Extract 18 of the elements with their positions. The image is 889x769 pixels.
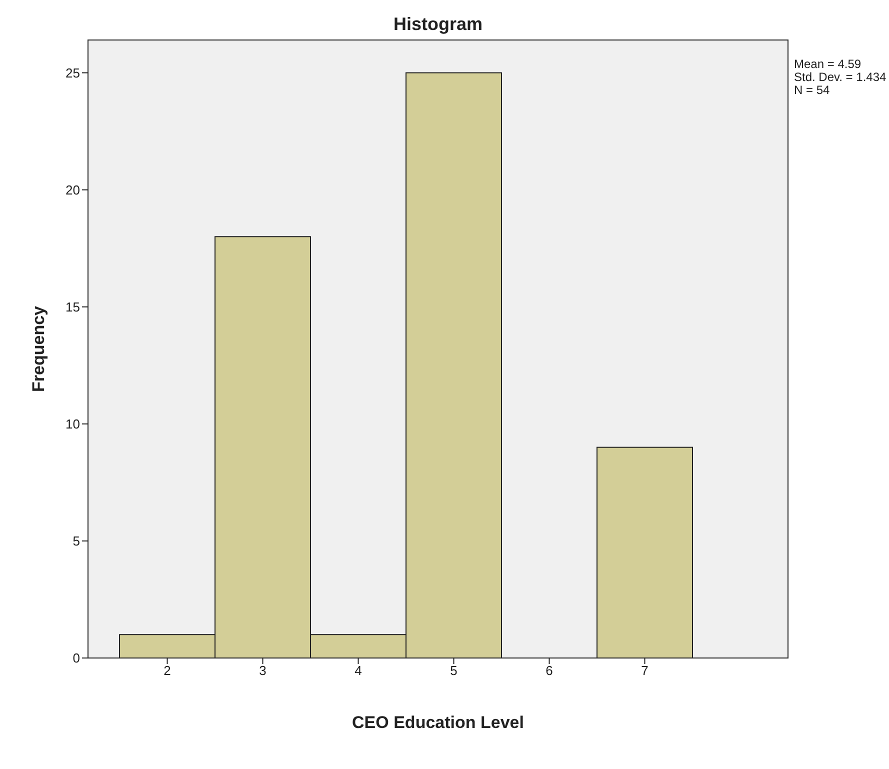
y-tick-label: 25 [66,65,80,80]
x-tick-label: 7 [641,663,648,678]
x-tick-label: 6 [546,663,553,678]
y-tick-label: 5 [72,534,80,549]
y-axis-title: Frequency [29,305,48,392]
y-tick-label: 20 [66,182,80,198]
text: N = 54 [794,83,831,97]
y-tick-label: 0 [72,650,80,666]
x-tick-label: 2 [164,663,171,678]
text: Mean = 4.59 [794,57,862,71]
x-tick-label: 3 [259,663,266,678]
x-tick-label: 4 [354,663,362,678]
chart-title: Histogram [393,14,483,34]
y-tick-label: 10 [66,416,80,432]
x-tick-label: 5 [450,663,458,678]
text: Std. Dev. = 1.434 [794,70,886,84]
x-axis-title: CEO Education Level [352,713,524,732]
y-tick-label: 15 [66,299,80,314]
